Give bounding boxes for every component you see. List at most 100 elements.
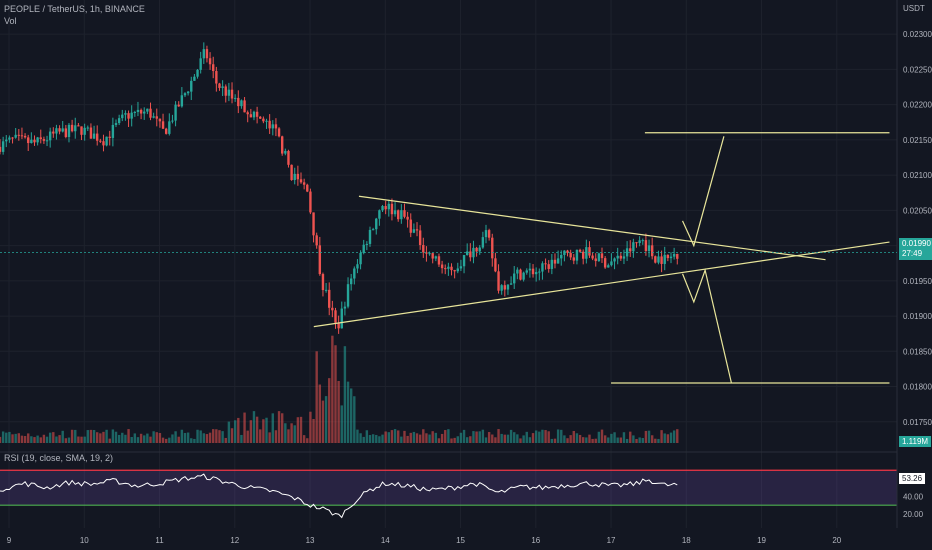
candle-body — [440, 264, 444, 269]
volume-bar — [588, 434, 591, 443]
candle-body — [293, 173, 296, 181]
bearish-projection-path — [681, 268, 733, 384]
volume-bar — [212, 429, 215, 443]
candle-body — [575, 249, 579, 261]
volume-bar — [547, 431, 550, 443]
candle-body — [629, 248, 632, 252]
candle-body — [603, 258, 607, 268]
volume-bar — [415, 433, 419, 443]
candle-body — [528, 268, 532, 271]
candle-body — [632, 242, 635, 252]
volume-bar — [143, 435, 146, 443]
volume-tag: 1.119M — [899, 436, 932, 447]
candle-body — [70, 124, 74, 132]
candle-body — [302, 182, 306, 185]
volume-bar — [117, 434, 121, 443]
volume-bar — [666, 434, 670, 443]
volume-bar — [108, 438, 111, 443]
candle-body — [212, 64, 215, 72]
rsi-band — [0, 470, 897, 506]
candle-body — [227, 89, 231, 96]
candle-body — [657, 256, 660, 263]
volume-bar — [149, 436, 152, 443]
volume-bar — [434, 432, 438, 443]
candle-body — [371, 229, 375, 231]
pattern-drawings[interactable] — [313, 132, 890, 384]
volume-bar — [64, 438, 68, 443]
candle-body — [588, 247, 591, 256]
rsi-legend[interactable]: RSI (19, close, SMA, 19, 2) — [4, 453, 114, 463]
candle-body — [224, 86, 227, 96]
volume-bar — [406, 435, 409, 443]
candle-body — [312, 212, 315, 236]
volume-bar — [230, 428, 234, 443]
candle-body — [393, 210, 397, 215]
candle-body — [638, 240, 641, 243]
candle-body — [415, 229, 419, 231]
volume-bar — [58, 435, 61, 443]
candle-body — [215, 71, 218, 84]
volume-bar — [139, 433, 143, 443]
candle-body — [544, 263, 547, 265]
countdown-value: 27:49 — [902, 249, 923, 258]
volume-bar — [556, 429, 560, 443]
volume-legend[interactable]: Vol — [4, 16, 17, 26]
candle-body — [356, 264, 359, 269]
candle-body — [133, 111, 137, 113]
candle-body — [161, 121, 165, 129]
volume-bar — [80, 436, 83, 443]
volume-bar — [296, 417, 300, 443]
volume-bar — [215, 429, 218, 443]
volume-bar — [478, 431, 481, 443]
currency-label: USDT — [903, 4, 925, 13]
candle-body — [516, 269, 519, 274]
volume-bar — [27, 433, 30, 443]
price-tick-label: 0.02150 — [903, 136, 932, 145]
volume-bar — [497, 429, 500, 443]
volume-bar — [387, 432, 391, 443]
time-tick-label: 17 — [607, 536, 616, 545]
volume-bar — [20, 435, 24, 443]
candle-body — [334, 310, 337, 323]
candle-body — [428, 253, 431, 255]
candle-body — [346, 284, 350, 307]
volume-bar — [572, 430, 575, 443]
candle-body — [582, 251, 585, 259]
candle-body — [503, 285, 507, 290]
time-tick-label: 20 — [832, 536, 841, 545]
time-tick-label: 19 — [757, 536, 766, 545]
candle-body — [513, 273, 516, 284]
volume-bar — [177, 436, 180, 443]
volume-bar — [252, 411, 256, 443]
volume-bar — [52, 432, 55, 443]
volume-bar — [136, 437, 140, 443]
volume-bar — [629, 431, 632, 443]
candle-body — [672, 253, 676, 257]
candle-body — [20, 135, 24, 137]
candle-body — [111, 124, 115, 138]
symbol-legend[interactable]: PEOPLE / TetherUS, 1h, BINANCE — [4, 4, 145, 14]
candle-body — [556, 258, 560, 264]
volume-bar — [146, 433, 149, 443]
candle-body — [660, 256, 663, 264]
volume-bar — [393, 429, 397, 443]
rsi-tick-label: 40.00 — [903, 492, 924, 501]
candle-body — [324, 289, 328, 291]
volume-bar — [362, 436, 365, 443]
candle-body — [309, 191, 312, 213]
volume-bar — [312, 419, 315, 443]
volume-bar — [70, 429, 74, 443]
candle-body — [117, 118, 121, 124]
candle-body — [17, 134, 21, 136]
candle-body — [422, 245, 425, 253]
volume-bar — [494, 437, 497, 443]
candle-body — [522, 272, 525, 280]
candle-body — [11, 137, 14, 139]
volume-bar — [92, 429, 96, 443]
volume-bar — [660, 430, 663, 443]
volume-bar — [632, 435, 635, 443]
candle-body — [676, 253, 679, 259]
candle-body — [500, 285, 503, 291]
volume-bar — [343, 346, 347, 443]
